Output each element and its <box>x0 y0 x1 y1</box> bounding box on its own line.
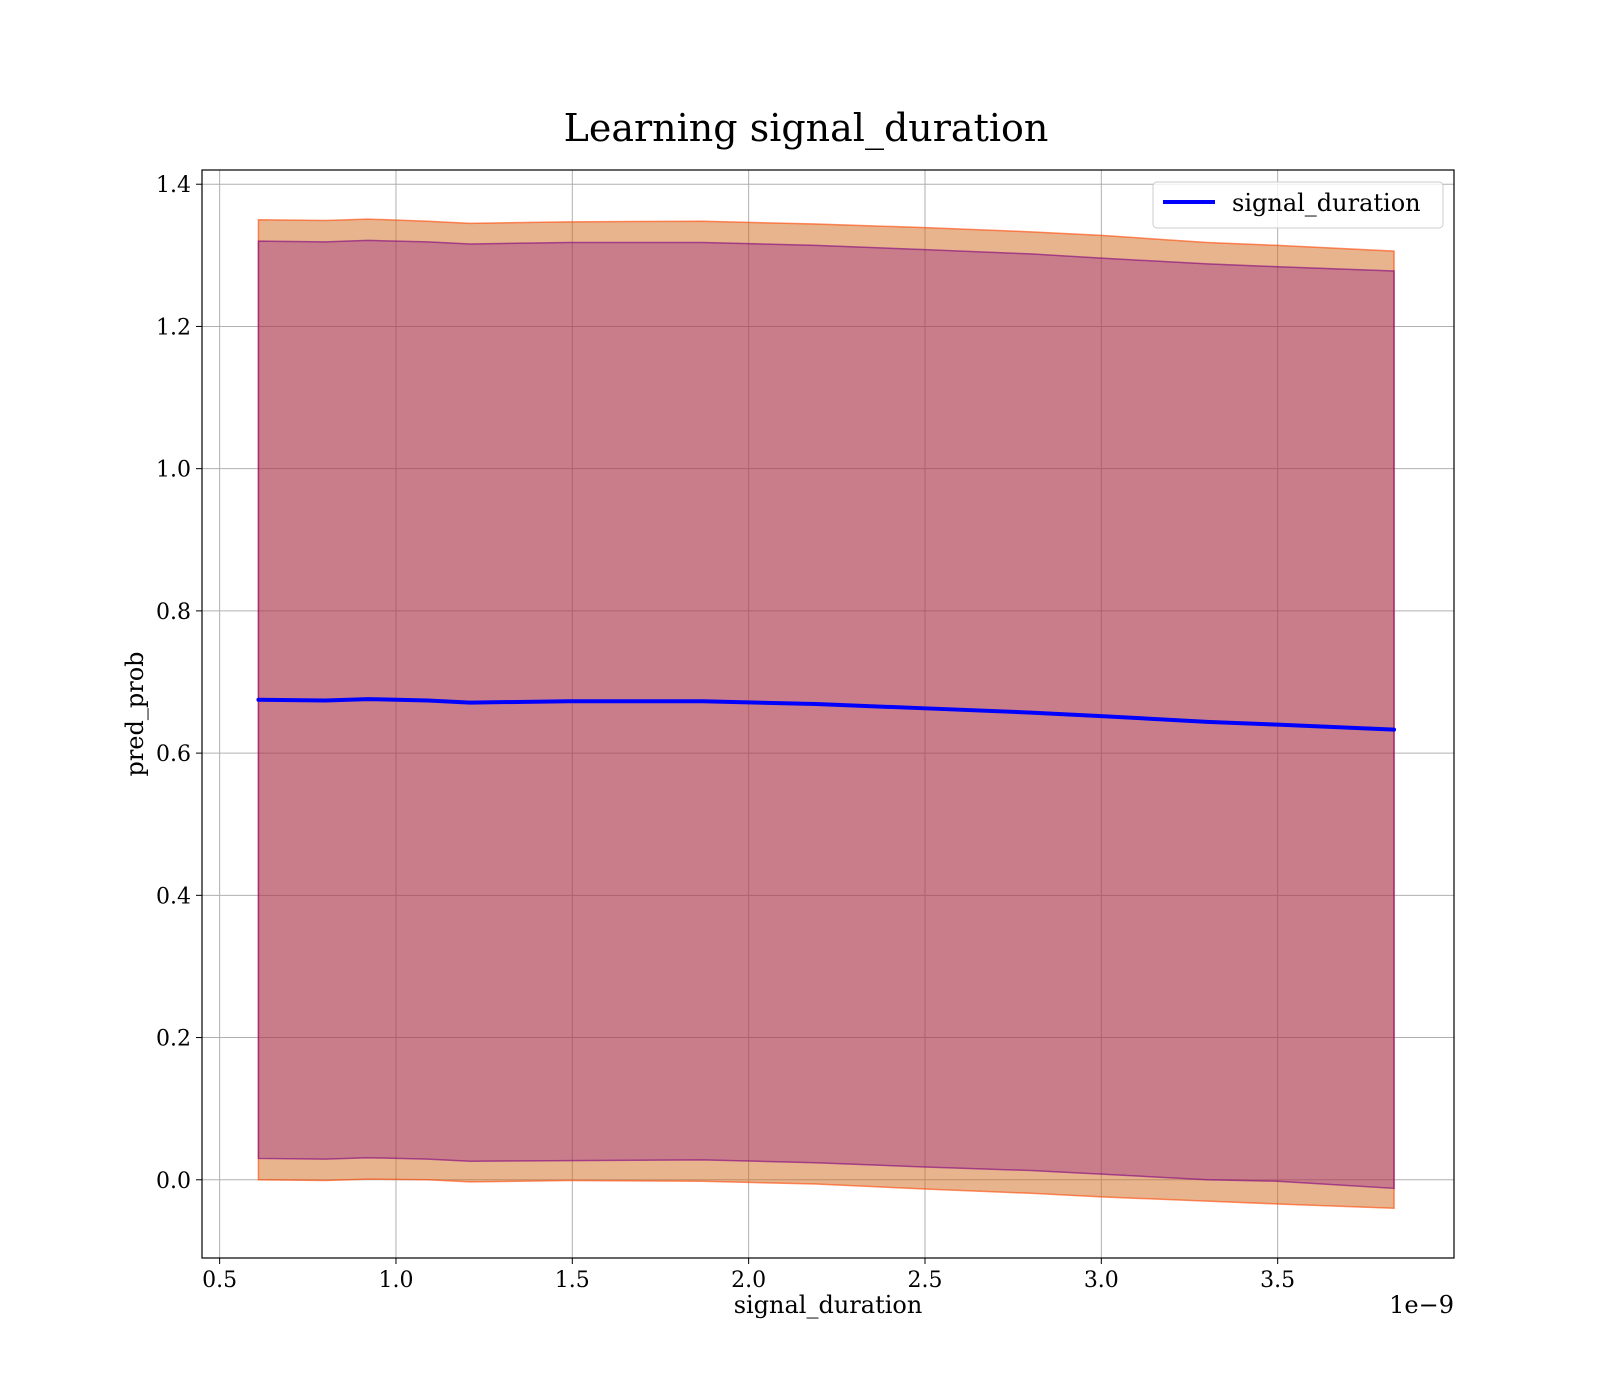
x-tick-label: 3.5 <box>1260 1268 1295 1293</box>
x-tick-label: 2.5 <box>907 1268 942 1293</box>
x-axis-ticks: 0.5 1.0 1.5 2.0 2.5 3.0 3.5 <box>202 1258 1295 1293</box>
chart-title: Learning signal_duration <box>564 106 1049 151</box>
x-tick-label: 1.5 <box>555 1268 590 1293</box>
y-axis-ticks: 0.0 0.2 0.4 0.6 0.8 1.0 1.2 1.4 <box>156 173 202 1194</box>
x-axis-offset-label: 1e−9 <box>1389 1291 1454 1319</box>
y-tick-label: 0.4 <box>156 884 191 909</box>
y-tick-label: 0.6 <box>156 742 191 767</box>
legend-box <box>1152 181 1444 229</box>
series-line-signal-duration <box>256 697 1397 732</box>
y-tick-label: 0.8 <box>156 600 191 625</box>
confidence-bands <box>257 218 1395 1210</box>
x-tick-label: 0.5 <box>202 1268 237 1293</box>
x-tick-label: 2.0 <box>731 1268 766 1293</box>
x-tick-label: 1.0 <box>378 1268 413 1293</box>
legend: signal_duration <box>1152 181 1444 229</box>
y-tick-label: 1.4 <box>156 173 191 198</box>
confidence-band-1 <box>257 239 1395 1190</box>
y-axis-label: pred_prob <box>121 651 149 776</box>
y-tick-label: 1.0 <box>156 458 191 483</box>
x-tick-label: 3.0 <box>1084 1268 1119 1293</box>
y-tick-label: 1.2 <box>156 315 191 340</box>
confidence-band-0 <box>257 218 1395 1210</box>
series-lines <box>256 697 1397 732</box>
y-tick-label: 0.0 <box>156 1169 191 1194</box>
legend-label: signal_duration <box>1232 189 1421 217</box>
x-axis-label: signal_duration <box>734 1291 923 1319</box>
y-tick-label: 0.2 <box>156 1027 191 1052</box>
plot-frame <box>201 169 1455 1259</box>
